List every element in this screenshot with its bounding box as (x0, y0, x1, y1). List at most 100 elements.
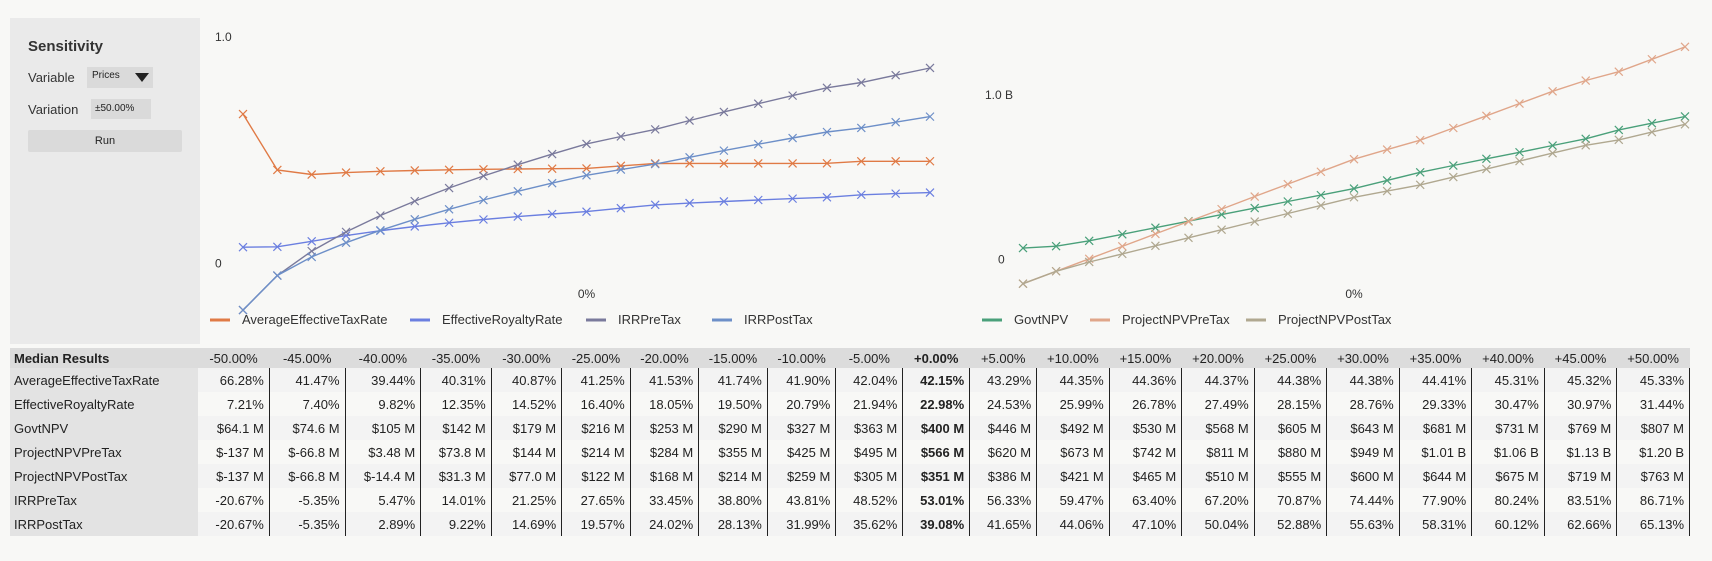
column-header: +0.00% (902, 348, 970, 368)
data-point (1018, 279, 1028, 289)
data-point (822, 127, 832, 137)
variable-select[interactable]: Prices (87, 67, 153, 88)
table-cell: 12.35% (420, 392, 492, 416)
data-point (1680, 119, 1690, 129)
table-cell: 41.47% (269, 368, 346, 392)
data-point (547, 164, 557, 174)
data-point (925, 156, 935, 166)
table-cell: $644 M (1399, 464, 1473, 488)
table-cell: $568 M (1181, 416, 1255, 440)
table-row: GovtNPV $64.1 M $74.6 M $105 M $142 M $179 M $… (10, 416, 1690, 440)
panel-title: Sensitivity (28, 38, 104, 55)
data-point (1515, 99, 1524, 108)
variable-select-value: Prices (92, 70, 120, 81)
table-cell: 9.82% (345, 392, 422, 416)
data-point (582, 139, 591, 149)
legend-item: ProjectNPVPreTax (1090, 312, 1230, 327)
table-cell: $386 M (969, 464, 1038, 488)
table-cell: $880 M (1254, 440, 1328, 464)
data-point (547, 178, 557, 188)
table-cell: 42.04% (835, 368, 904, 392)
table-row: IRRPreTax -20.67% -5.35% 5.47% 14.01% 21.25% 2… (10, 488, 1690, 512)
data-point (410, 166, 420, 175)
data-point (1548, 86, 1558, 96)
data-point (856, 78, 866, 87)
data-point (582, 164, 591, 173)
data-point (272, 271, 282, 280)
table-cell: 48.52% (835, 488, 904, 512)
table-cell: 41.90% (767, 368, 837, 392)
variation-label: Variation (28, 102, 79, 117)
table-cell: -5.35% (269, 512, 346, 536)
x-tick-zero: 0% (1345, 287, 1363, 301)
data-point (341, 238, 351, 248)
data-point (375, 225, 385, 235)
caret-down-icon (135, 73, 149, 82)
data-point (1283, 209, 1293, 218)
series-IRRPreTax (238, 63, 935, 315)
data-point (753, 139, 763, 149)
table-cell: 44.38% (1254, 368, 1328, 392)
data-point (822, 158, 832, 168)
table-row: EffectiveRoyaltyRate 7.21% 7.40% 9.82% 12.35… (10, 392, 1690, 416)
table-corner-header: Median Results (10, 348, 198, 368)
data-point (891, 70, 901, 80)
legend-item: IRRPostTax (712, 312, 813, 327)
table-cell: 41.65% (969, 512, 1038, 536)
table-cell: 38.80% (698, 488, 768, 512)
legend-label: ProjectNPVPostTax (1278, 312, 1392, 327)
legend-label: AverageEffectiveTaxRate (242, 312, 388, 327)
table-cell: 39.44% (345, 368, 422, 392)
data-point (272, 165, 282, 175)
table-cell: 28.76% (1326, 392, 1400, 416)
data-point (238, 305, 248, 315)
data-point (822, 192, 832, 202)
data-point (891, 189, 901, 199)
table-cell: 19.50% (698, 392, 768, 416)
data-point (753, 158, 763, 168)
column-header: -10.00% (767, 348, 836, 368)
table-cell: 60.12% (1471, 512, 1545, 536)
data-point (238, 242, 248, 252)
table-cell: $1.20 B (1616, 440, 1690, 464)
data-point (1349, 154, 1359, 164)
table-cell: $64.1 M (197, 416, 270, 440)
table-cell: $566 M (902, 440, 971, 464)
table-cell: $769 M (1544, 416, 1618, 440)
table-cell: 44.35% (1036, 368, 1110, 392)
legend-label: GovtNPV (1014, 312, 1069, 327)
table-cell: $763 M (1616, 464, 1690, 488)
data-point (891, 117, 901, 127)
data-point (1184, 233, 1193, 243)
table-cell: 50.04% (1181, 512, 1255, 536)
data-point (1515, 156, 1524, 166)
data-point (685, 152, 694, 162)
variation-input[interactable]: ±50.00% (91, 99, 151, 119)
legend-label: ProjectNPVPreTax (1122, 312, 1230, 327)
row-label: EffectiveRoyaltyRate (10, 392, 198, 416)
data-point (788, 133, 798, 143)
run-button[interactable]: Run (28, 130, 182, 152)
data-point (307, 170, 317, 179)
data-point (719, 146, 729, 156)
table-cell: 80.24% (1471, 488, 1545, 512)
data-point (1515, 147, 1524, 157)
series-line (1022, 115, 1686, 249)
data-point (1481, 164, 1491, 174)
y-tick-zero: 0 (998, 252, 1005, 266)
table-cell: $3.48 M (345, 440, 422, 464)
y-tick-top: 1.0 (215, 30, 232, 44)
data-point (1250, 217, 1260, 226)
table-cell: 66.28% (197, 368, 270, 392)
table-cell: 24.02% (630, 512, 700, 536)
data-point (375, 166, 385, 176)
series-line (1022, 46, 1686, 285)
table-cell: $259 M (767, 464, 837, 488)
table-cell: 39.08% (902, 512, 971, 536)
table-cell: 7.21% (197, 392, 270, 416)
table-cell: $351 M (902, 464, 971, 488)
data-point (1382, 145, 1392, 155)
table-cell: $-137 M (197, 464, 270, 488)
data-point (925, 112, 935, 122)
data-point (719, 197, 729, 206)
